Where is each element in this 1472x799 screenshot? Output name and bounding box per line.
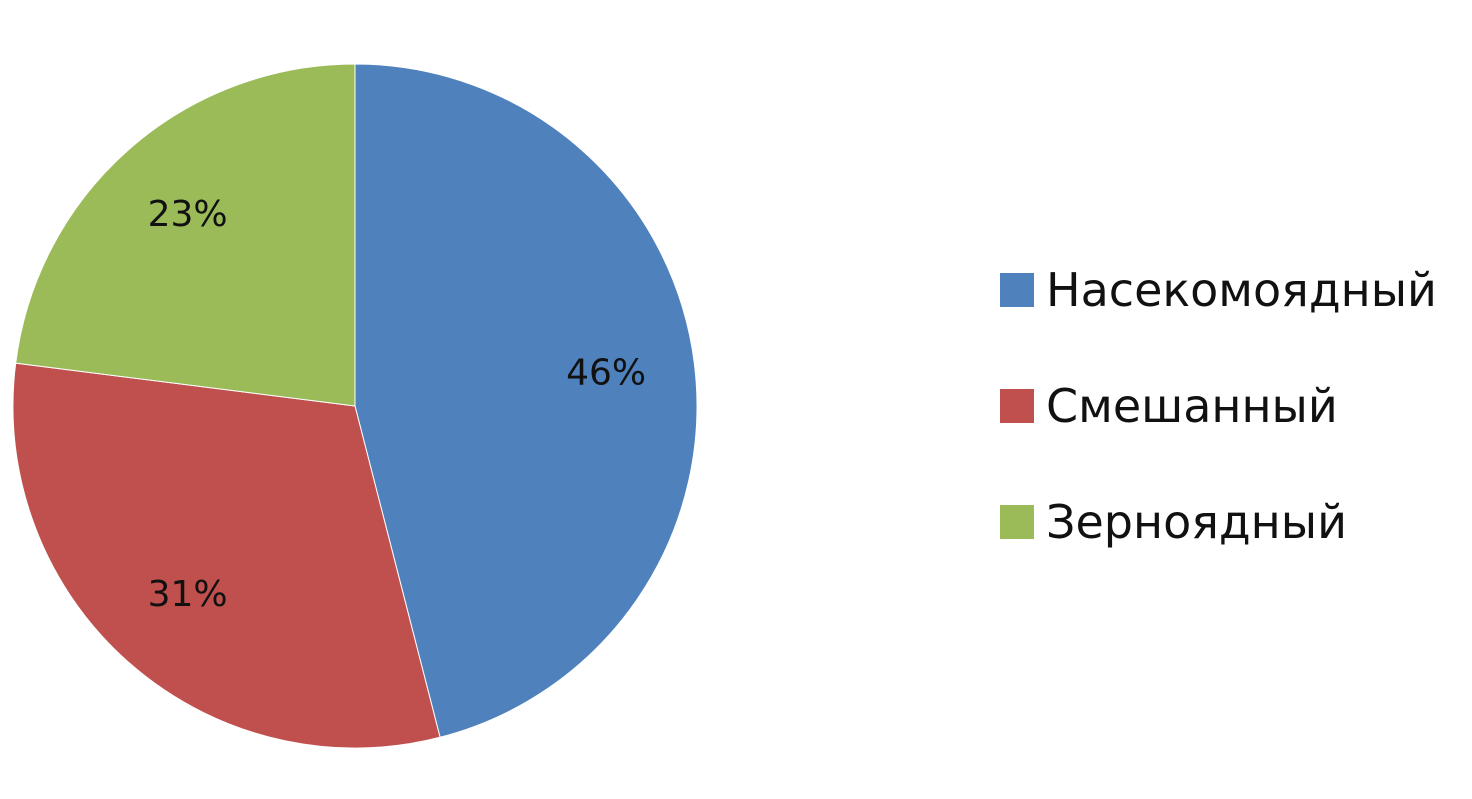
legend-label-insectivorous: Насекомоядный — [1046, 263, 1437, 317]
pie-data-labels: 46% 31% 23% — [148, 194, 646, 615]
legend-item-granivorous: Зерноядный — [1000, 494, 1437, 550]
data-label-granivorous: 23% — [148, 194, 228, 235]
pie-slice-granivorous — [15, 63, 356, 407]
legend-label-granivorous: Зерноядный — [1046, 495, 1347, 549]
pie-chart: 46% 31% 23% — [12, 63, 698, 749]
legend-label-mixed: Смешанный — [1046, 379, 1338, 433]
legend-item-mixed: Смешанный — [1000, 378, 1437, 434]
data-label-insectivorous: 46% — [566, 352, 646, 393]
pie-slice-mixed — [12, 362, 441, 749]
pie-slices — [12, 63, 698, 749]
pie-slice-insectivorous — [354, 63, 698, 738]
legend-item-insectivorous: Насекомоядный — [1000, 262, 1437, 318]
legend-swatch-mixed — [1000, 389, 1034, 423]
chart-legend: Насекомоядный Смешанный Зерноядный — [1000, 262, 1437, 550]
legend-swatch-granivorous — [1000, 505, 1034, 539]
legend-swatch-insectivorous — [1000, 273, 1034, 307]
data-label-mixed: 31% — [148, 574, 228, 615]
